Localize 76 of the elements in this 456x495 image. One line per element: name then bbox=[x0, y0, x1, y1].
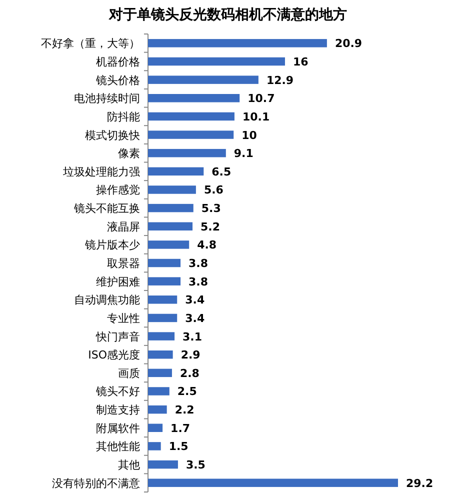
y-tick-label: 防抖能 bbox=[107, 110, 140, 124]
y-tick-label: 制造支持 bbox=[96, 404, 140, 417]
data-label: 3.5 bbox=[186, 458, 206, 472]
data-label: 16 bbox=[292, 55, 309, 68]
chart-title: 对于单镜头反光数码相机不满意的地方 bbox=[108, 6, 347, 23]
data-label: 1.7 bbox=[170, 422, 190, 435]
y-tick-label: 维护困难 bbox=[96, 275, 140, 288]
bar bbox=[148, 296, 178, 304]
data-label: 1.5 bbox=[168, 440, 188, 454]
bar bbox=[148, 130, 234, 139]
bar bbox=[148, 204, 194, 212]
data-label: 10 bbox=[242, 128, 258, 142]
y-tick-label: 其他性能 bbox=[96, 440, 140, 454]
bar bbox=[148, 76, 258, 84]
data-label: 20.9 bbox=[334, 37, 362, 50]
bar bbox=[148, 240, 190, 249]
bar bbox=[148, 424, 163, 432]
y-tick-label: 其他 bbox=[118, 458, 140, 472]
bar bbox=[148, 405, 167, 414]
y-tick-label: 垃圾处理能力强 bbox=[62, 165, 140, 178]
data-label: 3.4 bbox=[185, 312, 205, 325]
data-label: 5.6 bbox=[204, 184, 224, 197]
y-tick-label: 没有特别的不满意 bbox=[52, 476, 140, 490]
bar bbox=[148, 258, 181, 268]
bar bbox=[148, 94, 240, 102]
y-tick-label: 快门声音 bbox=[95, 330, 140, 344]
bar bbox=[148, 387, 170, 396]
bar bbox=[148, 222, 193, 230]
data-label: 4.8 bbox=[197, 238, 217, 252]
bar bbox=[148, 460, 178, 469]
data-label: 10.1 bbox=[242, 110, 270, 124]
data-label: 6.5 bbox=[212, 165, 232, 178]
y-tick-label: 附属软件 bbox=[96, 422, 140, 435]
bar bbox=[148, 186, 196, 194]
y-tick-label: 取景器 bbox=[107, 257, 140, 270]
bar bbox=[148, 277, 181, 286]
data-label: 5.2 bbox=[200, 220, 220, 234]
bar bbox=[148, 112, 234, 121]
data-label: 3.8 bbox=[188, 257, 208, 270]
y-tick-label: 画质 bbox=[118, 366, 140, 380]
bar bbox=[148, 478, 398, 487]
bar bbox=[148, 167, 204, 176]
data-label: 2.8 bbox=[180, 366, 200, 380]
data-label: 12.9 bbox=[266, 74, 294, 87]
data-label: 3.4 bbox=[185, 294, 205, 307]
y-tick-label: 专业性 bbox=[107, 312, 140, 325]
y-tick-label: ISO感光度 bbox=[88, 348, 140, 362]
bar bbox=[148, 148, 226, 158]
data-label: 2.2 bbox=[174, 404, 194, 417]
y-tick-label: 操作感觉 bbox=[96, 184, 140, 197]
y-tick-label: 液晶屏 bbox=[107, 220, 140, 234]
bar bbox=[148, 442, 161, 450]
data-label: 5.3 bbox=[201, 202, 221, 216]
data-label: 9.1 bbox=[234, 147, 254, 160]
y-tick-label: 机器价格 bbox=[96, 55, 140, 68]
y-tick-label: 镜头价格 bbox=[95, 74, 140, 87]
y-tick-label: 自动调焦功能 bbox=[74, 294, 140, 307]
data-label: 3.8 bbox=[188, 275, 208, 288]
data-label: 29.2 bbox=[406, 476, 434, 490]
y-tick-label: 镜头不能互换 bbox=[73, 202, 140, 216]
bar bbox=[148, 57, 285, 66]
bar bbox=[148, 350, 173, 359]
bar bbox=[148, 314, 178, 322]
bar bbox=[148, 332, 175, 340]
bar bbox=[148, 39, 327, 48]
data-label: 2.5 bbox=[177, 385, 197, 398]
bar bbox=[148, 368, 172, 378]
data-label: 2.9 bbox=[180, 348, 200, 362]
y-tick-label: 镜头不好 bbox=[95, 385, 140, 398]
y-tick-label: 镜片版本少 bbox=[84, 238, 140, 252]
data-label: 3.1 bbox=[182, 330, 202, 344]
y-tick-label: 模式切换快 bbox=[85, 128, 140, 142]
y-tick-label: 电池持续时间 bbox=[74, 92, 140, 106]
y-tick-label: 像素 bbox=[118, 147, 140, 160]
y-tick-label: 不好拿（重，大等） bbox=[41, 37, 140, 50]
data-label: 10.7 bbox=[248, 92, 275, 106]
